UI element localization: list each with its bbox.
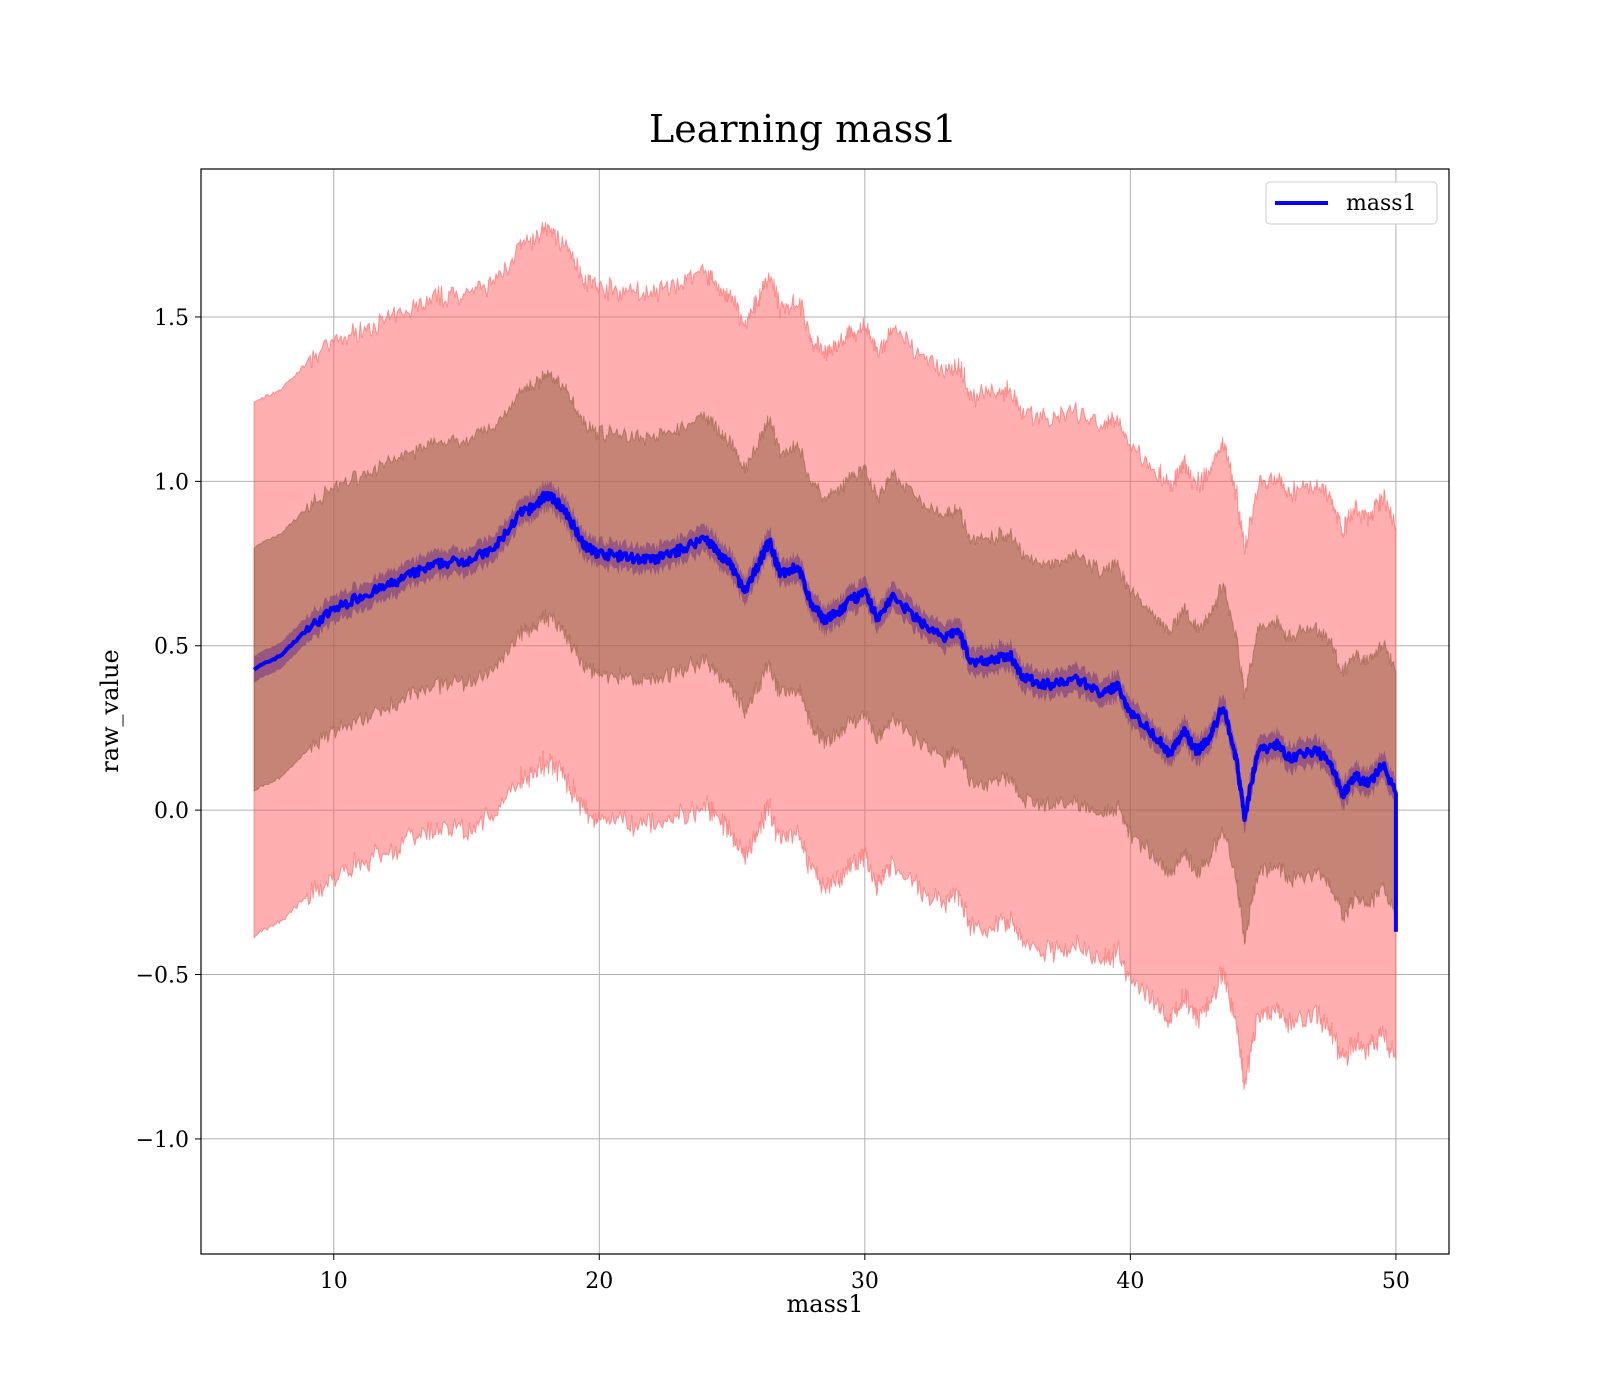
x-tick-label-20: 20 (585, 1269, 613, 1294)
y-axis-label: raw_value (96, 649, 124, 773)
legend-box (1265, 181, 1438, 225)
x-tick-label-30: 30 (851, 1269, 879, 1294)
y-tick-label-5: 1.5 (154, 306, 189, 331)
y-tick-label-3: 0.5 (154, 635, 189, 660)
x-axis-label: mass1 (787, 1290, 864, 1318)
series-line-mass1 (252, 490, 1398, 932)
x-tick-label-50: 50 (1382, 1269, 1410, 1294)
y-tick-label-4: 1.0 (154, 470, 189, 495)
legend-label-mass1: mass1 (1346, 191, 1417, 216)
chart-title: Learning mass1 (649, 107, 957, 151)
y-tick-label-0: −1.0 (136, 1128, 189, 1153)
x-axis-ticks: 10 20 30 40 50 (320, 1254, 1410, 1294)
plot-frame (200, 168, 1450, 1255)
x-tick-label-10: 10 (320, 1269, 348, 1294)
x-tick-label-40: 40 (1116, 1269, 1144, 1294)
legend[interactable]: mass1 (1265, 181, 1438, 225)
y-axis-ticks: −1.0 −0.5 0.0 0.5 1.0 1.5 (136, 306, 201, 1153)
y-tick-label-1: −0.5 (136, 964, 189, 989)
series-lines (252, 490, 1398, 932)
confidence-bands (253, 221, 1397, 1090)
y-tick-label-2: 0.0 (154, 799, 189, 824)
plot-area (200, 168, 1450, 1255)
